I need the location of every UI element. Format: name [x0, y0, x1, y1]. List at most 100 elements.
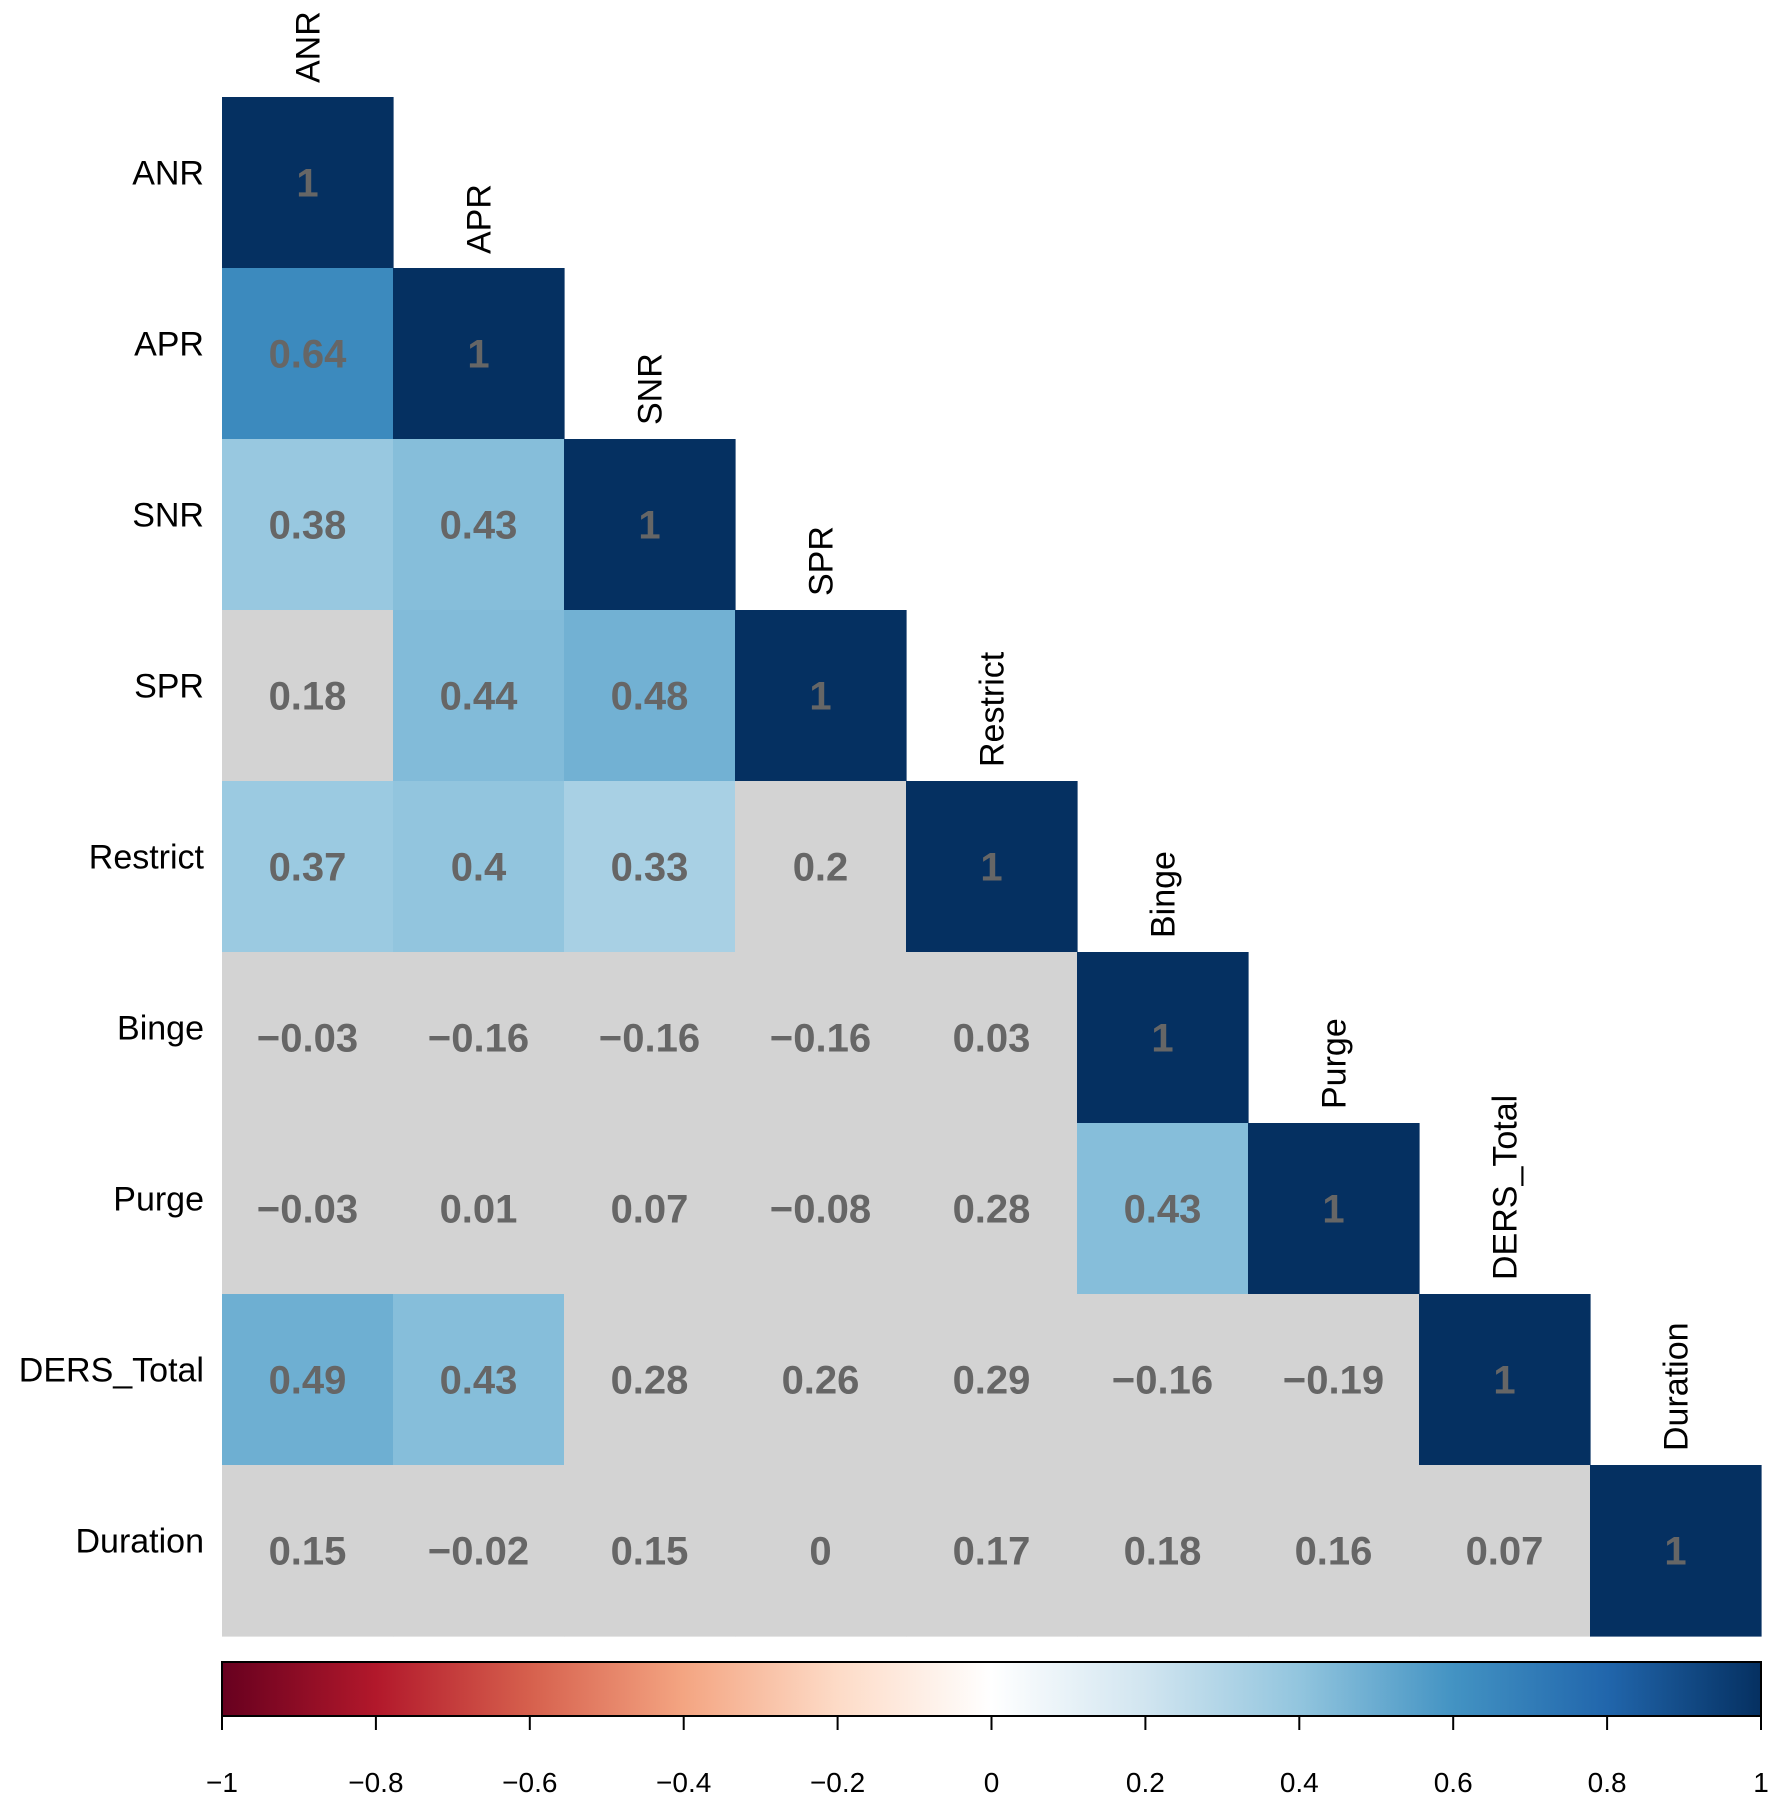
cell-DERS_Total-Purge: [1248, 1294, 1420, 1466]
cell-Duration-DERS_Total: [1419, 1465, 1591, 1637]
column-label-DERS_Total: DERS_Total: [1487, 1095, 1525, 1280]
cell-value-Restrict-SPR: 0.2: [793, 846, 849, 890]
row-label-DERS_Total: DERS_Total: [19, 1352, 204, 1390]
row-label-ANR: ANR: [132, 155, 204, 193]
cell-Binge-ANR: [222, 952, 394, 1124]
cell-value-Binge-APR: −0.16: [428, 1017, 529, 1061]
cell-SPR-SNR: [564, 610, 736, 782]
cell-Restrict-APR: [393, 781, 565, 953]
colorbar: −1 −0.8 −0.6 −0.4 −0.2 0 0.2 0.4 0.6 0.8 1: [206, 1661, 1769, 1798]
column-label-ANR: ANR: [290, 11, 328, 83]
cell-Purge-Restrict: [906, 1123, 1078, 1295]
cell-Duration-Binge: [1077, 1465, 1249, 1637]
cell-DERS_Total-Binge: [1077, 1294, 1249, 1466]
colorbar-tick-label: 0: [984, 1767, 1000, 1798]
row-labels: ANR APR SNR SPR Restrict Binge Purge DERS_Total…: [19, 155, 205, 1561]
cell-SPR-SPR: [735, 610, 907, 782]
cell-DERS_Total-SNR: [564, 1294, 736, 1466]
cell-Duration-ANR: [222, 1465, 394, 1637]
cell-value-Purge-Binge: 0.43: [1124, 1188, 1202, 1232]
colorbar-tick-label: −1: [206, 1767, 238, 1798]
colorbar-tick-label: 0.8: [1588, 1767, 1627, 1798]
cell-value-Restrict-APR: 0.4: [451, 846, 507, 890]
column-label-Purge: Purge: [1316, 1018, 1354, 1109]
cell-value-SPR-ANR: 0.18: [269, 675, 347, 719]
cell-Duration-SNR: [564, 1465, 736, 1637]
cell-value-ANR-ANR: 1: [296, 162, 318, 206]
cell-value-Binge-SPR: −0.16: [770, 1017, 871, 1061]
cell-Binge-Restrict: [906, 952, 1078, 1124]
cell-SNR-ANR: [222, 439, 394, 611]
cell-Purge-Purge: [1248, 1123, 1420, 1295]
cell-DERS_Total-Restrict: [906, 1294, 1078, 1466]
cell-Binge-Binge: [1077, 952, 1249, 1124]
column-labels: ANR APR SNR SPR Restrict Binge Purge DERS_Total…: [290, 11, 1696, 1451]
column-label-Binge: Binge: [1145, 851, 1183, 938]
cell-value-DERS_Total-APR: 0.43: [440, 1359, 518, 1403]
cell-value-Purge-ANR: −0.03: [257, 1188, 358, 1232]
cell-value-Duration-SPR: 0: [809, 1530, 831, 1574]
heatmap-cells: 1 0.64 1 0.38 0.43 1 0.18 0.44 0.48 1 0.37 0.4 0.33 0…: [222, 97, 1762, 1637]
cell-value-SPR-SPR: 1: [809, 675, 831, 719]
cell-value-SPR-APR: 0.44: [440, 675, 519, 719]
cell-value-Binge-Binge: 1: [1151, 1017, 1173, 1061]
cell-value-APR-APR: 1: [467, 333, 489, 377]
column-label-SPR: SPR: [803, 526, 841, 596]
cell-Restrict-Restrict: [906, 781, 1078, 953]
colorbar-gradient: [221, 1661, 1762, 1717]
cell-SPR-ANR: [222, 610, 394, 782]
cell-SNR-SNR: [564, 439, 736, 611]
cell-Duration-Purge: [1248, 1465, 1420, 1637]
cell-value-Restrict-ANR: 0.37: [269, 846, 347, 890]
cell-value-Purge-SNR: 0.07: [611, 1188, 689, 1232]
cell-Purge-SNR: [564, 1123, 736, 1295]
row-label-APR: APR: [134, 326, 204, 364]
cell-value-SNR-ANR: 0.38: [269, 504, 347, 548]
cell-value-Purge-Restrict: 0.28: [953, 1188, 1031, 1232]
cell-Binge-APR: [393, 952, 565, 1124]
cell-Purge-APR: [393, 1123, 565, 1295]
colorbar-tick-label: −0.4: [656, 1767, 711, 1798]
cell-value-Purge-SPR: −0.08: [770, 1188, 871, 1232]
column-label-APR: APR: [461, 184, 499, 254]
cell-value-SNR-SNR: 1: [638, 504, 660, 548]
cell-DERS_Total-APR: [393, 1294, 565, 1466]
cell-Restrict-ANR: [222, 781, 394, 953]
cell-value-Duration-SNR: 0.15: [611, 1530, 689, 1574]
cell-value-Duration-Duration: 1: [1664, 1530, 1686, 1574]
cell-value-DERS_Total-Restrict: 0.29: [953, 1359, 1031, 1403]
cell-value-SPR-SNR: 0.48: [611, 675, 689, 719]
cell-value-Restrict-Restrict: 1: [980, 846, 1002, 890]
cell-Binge-SPR: [735, 952, 907, 1124]
cell-SPR-APR: [393, 610, 565, 782]
cell-APR-APR: [393, 268, 565, 440]
cell-value-Binge-Restrict: 0.03: [953, 1017, 1031, 1061]
cell-value-Duration-APR: −0.02: [428, 1530, 529, 1574]
cell-Restrict-SNR: [564, 781, 736, 953]
cell-Duration-Restrict: [906, 1465, 1078, 1637]
cell-value-Duration-Purge: 0.16: [1295, 1530, 1373, 1574]
column-label-Duration: Duration: [1658, 1322, 1696, 1451]
colorbar-tick-label: −0.6: [502, 1767, 557, 1798]
row-label-SPR: SPR: [134, 668, 204, 706]
cell-value-DERS_Total-DERS_Total: 1: [1493, 1359, 1515, 1403]
cell-value-DERS_Total-SPR: 0.26: [782, 1359, 860, 1403]
row-label-Duration: Duration: [75, 1523, 204, 1561]
cell-value-Duration-DERS_Total: 0.07: [1466, 1530, 1544, 1574]
cell-value-APR-ANR: 0.64: [269, 333, 348, 377]
row-label-Binge: Binge: [117, 1010, 204, 1048]
cell-DERS_Total-DERS_Total: [1419, 1294, 1591, 1466]
colorbar-tick-label: 0.4: [1280, 1767, 1319, 1798]
row-label-Purge: Purge: [113, 1181, 204, 1219]
cell-APR-ANR: [222, 268, 394, 440]
cell-Duration-APR: [393, 1465, 565, 1637]
cell-value-DERS_Total-SNR: 0.28: [611, 1359, 689, 1403]
colorbar-tick-label: 0.2: [1126, 1767, 1165, 1798]
cell-Binge-SNR: [564, 952, 736, 1124]
cell-value-Duration-Binge: 0.18: [1124, 1530, 1202, 1574]
colorbar-tick-label: 1: [1753, 1767, 1769, 1798]
cell-value-Duration-Restrict: 0.17: [953, 1530, 1031, 1574]
cell-value-DERS_Total-Binge: −0.16: [1112, 1359, 1213, 1403]
cell-value-Binge-SNR: −0.16: [599, 1017, 700, 1061]
column-label-Restrict: Restrict: [974, 651, 1012, 767]
